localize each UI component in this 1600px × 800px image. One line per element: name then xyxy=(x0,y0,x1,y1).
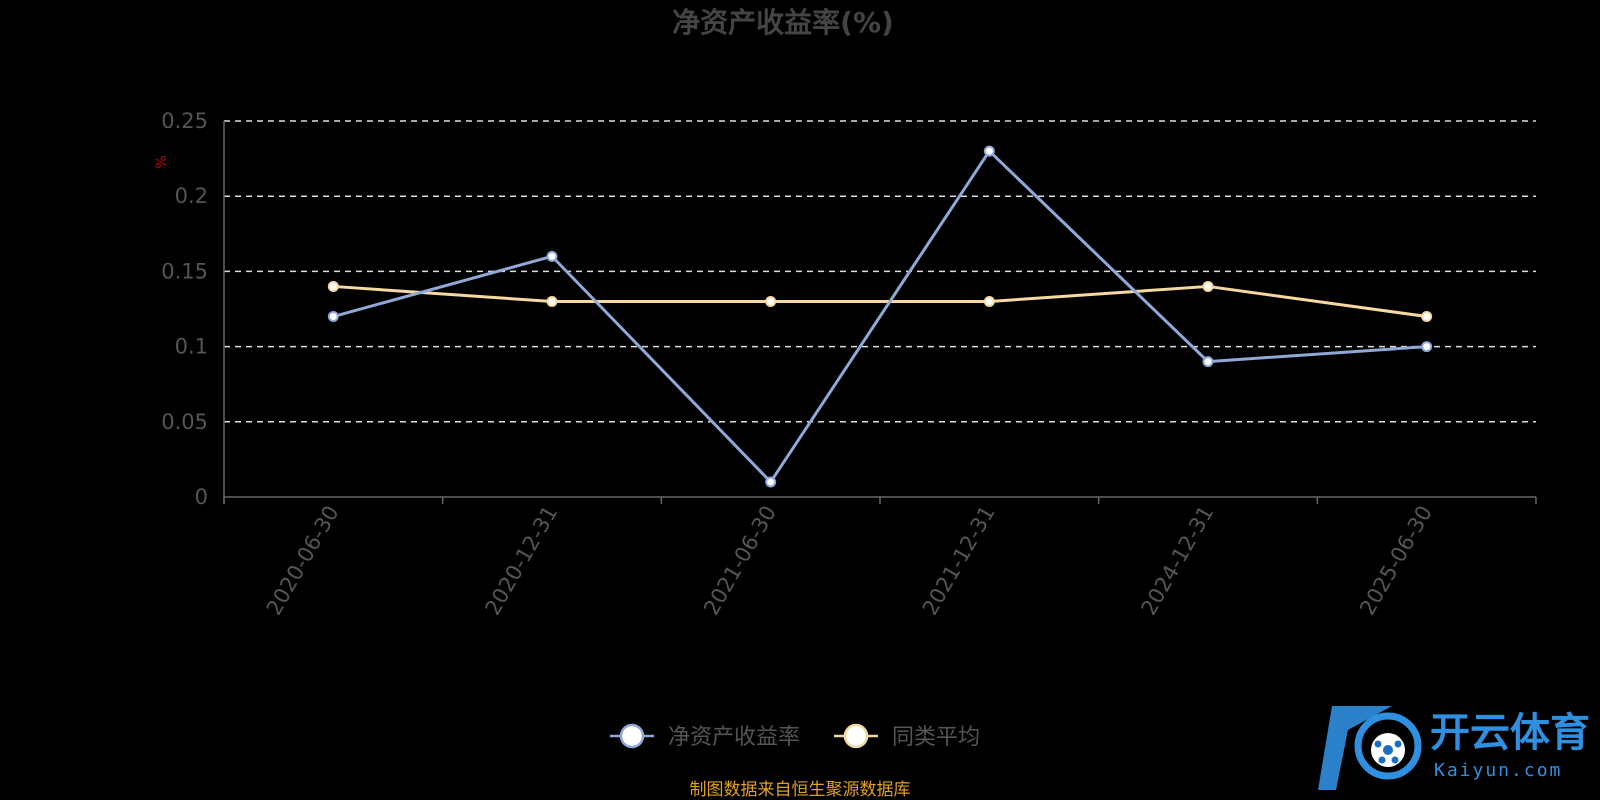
x-tick-label: 2021-06-30 xyxy=(699,502,781,620)
legend-item-peer-average[interactable]: 同类平均 xyxy=(834,723,980,750)
data-point-0 xyxy=(1421,341,1433,353)
data-point-0 xyxy=(983,145,995,157)
watermark: 开云体育 Kaiyun.com xyxy=(1318,706,1590,790)
legend-label-peer-average: 同类平均 xyxy=(892,725,980,750)
watermark-brand-cn: 开云体育 xyxy=(1430,710,1590,756)
chart-title: 净资产收益率(%) xyxy=(672,6,894,39)
y-tick-label: 0.1 xyxy=(175,335,208,359)
data-point-1 xyxy=(1202,280,1214,292)
data-point-0 xyxy=(765,476,777,488)
data-point-1 xyxy=(327,280,339,292)
source-note: 制图数据来自恒生聚源数据库 xyxy=(690,780,911,800)
watermark-brand-en: Kaiyun.com xyxy=(1434,760,1562,781)
legend-label-roe: 净资产收益率 xyxy=(668,725,800,750)
x-tick-label: 2021-12-31 xyxy=(918,501,1000,619)
y-axis-unit: % xyxy=(154,155,170,168)
series-layer xyxy=(327,145,1433,488)
data-point-1 xyxy=(1421,311,1433,323)
data-point-1 xyxy=(983,295,995,307)
data-point-0 xyxy=(546,250,558,262)
legend: 净资产收益率 同类平均 xyxy=(610,723,980,750)
y-tick-label: 0.25 xyxy=(161,109,208,133)
data-point-1 xyxy=(765,295,777,307)
series-line-1 xyxy=(333,284,1427,319)
data-point-0 xyxy=(327,311,339,323)
watermark-logo-icon xyxy=(1318,706,1422,790)
x-tick-label: 2025-06-30 xyxy=(1355,502,1437,620)
y-tick-label: 0.2 xyxy=(175,184,208,208)
x-tick-label: 2024-12-31 xyxy=(1137,502,1219,620)
y-axis-ticks: 0 0.05 0.1 0.15 0.2 0.25 xyxy=(161,109,208,509)
axes xyxy=(223,121,1537,504)
data-point-0 xyxy=(1202,356,1214,368)
legend-marker-roe xyxy=(619,723,645,749)
y-tick-label: 0 xyxy=(195,485,208,509)
x-axis-ticks: 2020-06-30 2020-12-31 2021-06-30 2021-12-31… xyxy=(262,501,1437,619)
series-line-0 xyxy=(332,149,1427,484)
legend-marker-peer-average xyxy=(843,723,869,749)
data-point-1 xyxy=(546,295,558,307)
x-tick-label: 2020-12-31 xyxy=(481,502,563,620)
y-tick-label: 0.15 xyxy=(161,259,208,283)
x-tick-label: 2020-06-30 xyxy=(262,502,344,620)
legend-item-roe[interactable]: 净资产收益率 xyxy=(610,723,800,750)
grid-lines xyxy=(224,120,1536,423)
y-tick-label: 0.05 xyxy=(161,410,208,434)
